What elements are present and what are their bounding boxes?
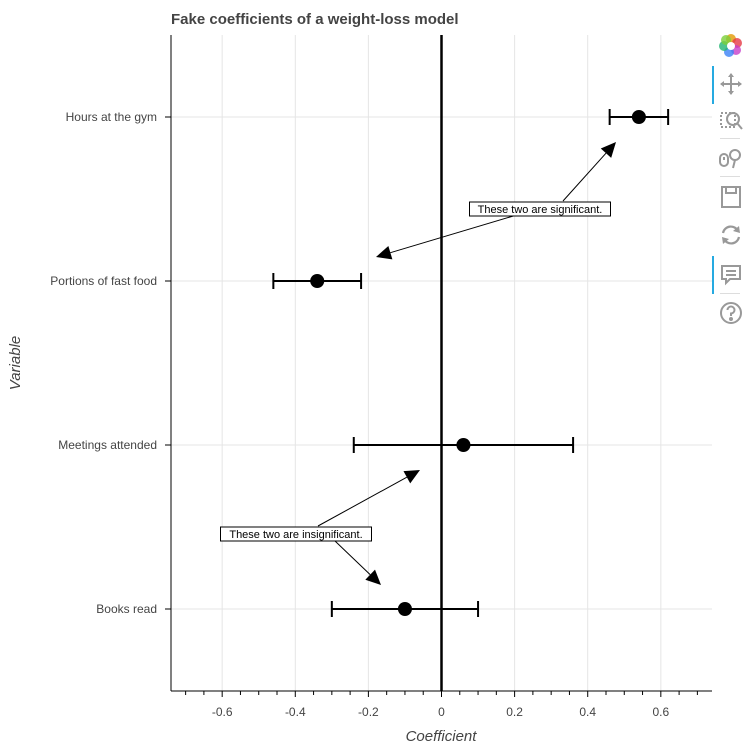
hover-icon[interactable] <box>718 262 744 288</box>
x-axis-label: Coefficient <box>406 728 478 745</box>
coefficient-point <box>310 274 325 288</box>
toolbar-separator <box>720 293 740 294</box>
box-zoom-icon[interactable] <box>718 108 744 134</box>
pan-active-indicator <box>712 66 714 104</box>
chart-title: Fake coefficients of a weight-loss model <box>171 11 459 28</box>
annotation-label: These two are significant. <box>478 204 603 216</box>
annotation-arrow-head <box>365 569 381 585</box>
annotation-arrow-line <box>562 152 607 202</box>
annotation-arrow-head <box>376 246 393 260</box>
bokeh-logo-icon[interactable] <box>718 32 744 58</box>
data-marks <box>272 109 670 617</box>
annotation-box <box>469 201 611 217</box>
reset-icon[interactable] <box>718 222 744 248</box>
toolbar-separator <box>720 176 740 177</box>
x-tick-label: 0.6 <box>652 705 669 719</box>
y-tick-label: Portions of fast food <box>50 274 157 288</box>
toolbar-separator <box>720 138 740 139</box>
x-tick-label: -0.2 <box>358 705 379 719</box>
pan-icon[interactable] <box>718 71 744 97</box>
wheel-zoom-icon[interactable] <box>718 146 744 172</box>
annotations: These two are significant. These two are … <box>220 142 616 585</box>
coefficient-point <box>397 602 412 616</box>
save-icon[interactable] <box>718 184 744 210</box>
y-tick-label: Hours at the gym <box>66 110 157 124</box>
axes <box>165 35 712 697</box>
x-tick-label: 0 <box>438 705 445 719</box>
help-icon[interactable] <box>718 300 744 326</box>
annotation-arrow-line <box>317 476 408 527</box>
annotation-arrow-head <box>600 142 616 158</box>
x-tick-label: -0.4 <box>285 705 306 719</box>
x-tick-label: -0.6 <box>212 705 233 719</box>
y-axis-label: Variable <box>7 336 24 390</box>
annotation-arrow-head <box>403 470 420 484</box>
hover-active-indicator <box>712 256 714 294</box>
annotation-arrow-line <box>334 540 371 575</box>
coefficient-point <box>456 438 471 452</box>
annotation-box <box>220 526 372 542</box>
annotation-arrow-line <box>390 213 521 254</box>
coefficient-point <box>631 110 646 124</box>
y-tick-label: Meetings attended <box>58 438 157 452</box>
tick-labels: -0.6 -0.4 -0.2 0 0.2 0.4 0.6 Hours at the gym Po… <box>50 110 669 719</box>
y-tick-label: Books read <box>96 602 157 616</box>
x-tick-label: 0.4 <box>579 705 596 719</box>
annotation-label: These two are insignificant. <box>229 529 362 541</box>
x-tick-label: 0.2 <box>506 705 523 719</box>
